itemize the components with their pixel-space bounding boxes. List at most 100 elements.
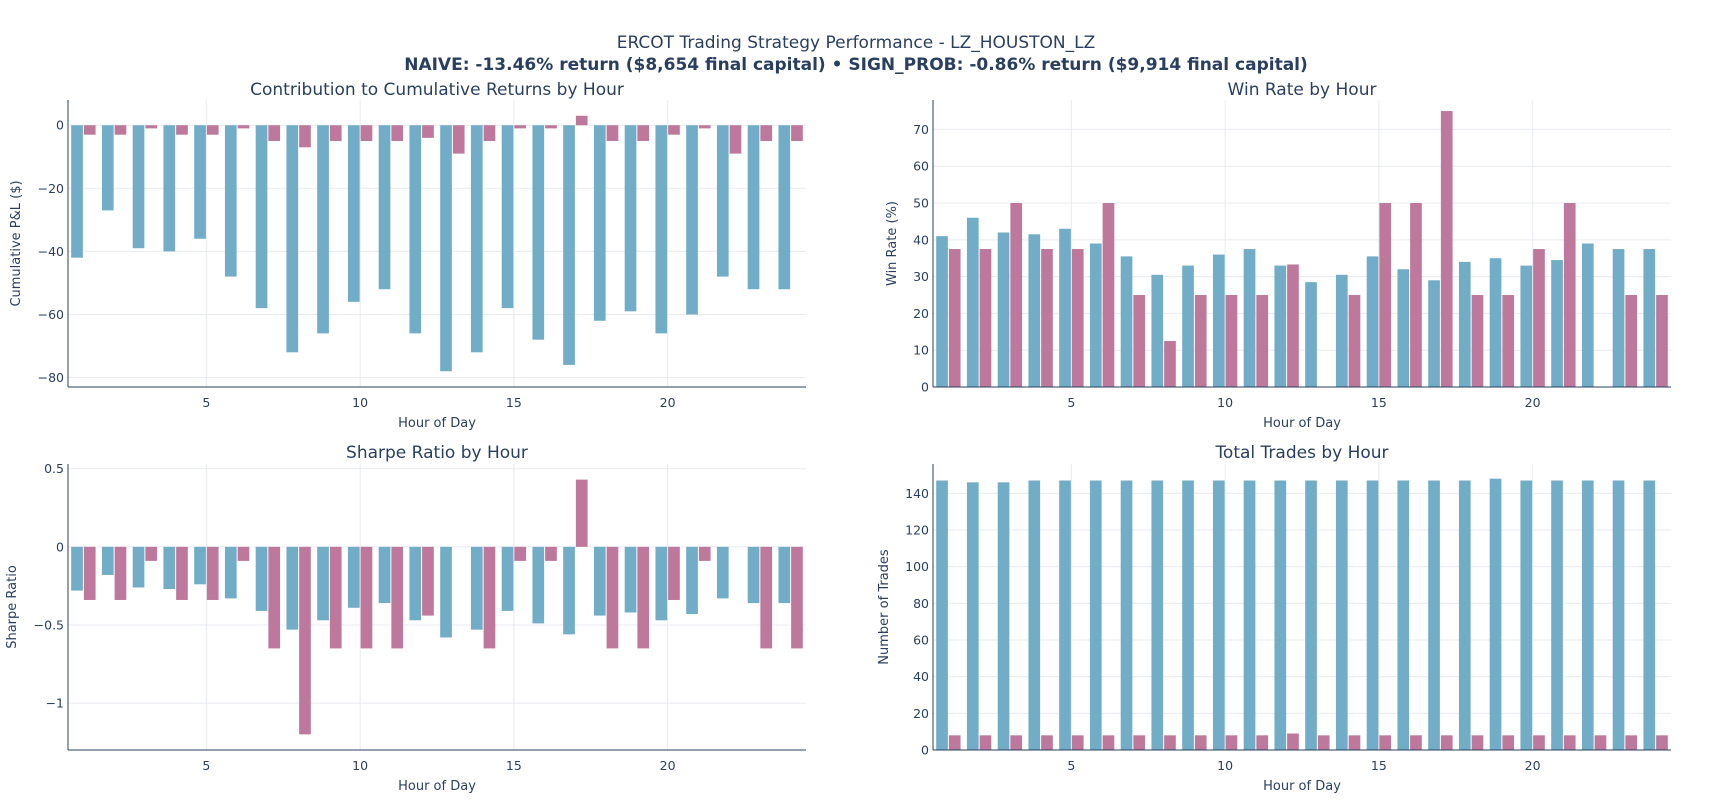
x-tick-label: 15 <box>506 758 522 773</box>
bar-naive-hour-15 <box>501 546 514 611</box>
y-tick-label: −20 <box>38 181 64 196</box>
x-axis-label: Hour of Day <box>1263 779 1341 794</box>
bar-naive-hour-3 <box>132 546 145 588</box>
bar-naive-hour-10 <box>347 125 360 302</box>
bar-naive-hour-4 <box>163 546 176 590</box>
bar-sign_prob-hour-12 <box>1287 264 1299 387</box>
bar-naive-hour-21 <box>1551 480 1563 750</box>
bar-sign_prob-hour-2 <box>979 249 992 387</box>
bar-naive-hour-6 <box>224 546 237 599</box>
bar-sign_prob-hour-6 <box>237 125 250 129</box>
bar-sign_prob-hour-3 <box>145 125 158 129</box>
bar-naive-hour-7 <box>255 546 268 611</box>
bar-sign_prob-hour-15 <box>514 125 527 129</box>
bar-sign_prob-hour-23 <box>760 125 773 141</box>
subplot-title: Contribution to Cumulative Returns by Ho… <box>250 80 624 100</box>
bar-sign_prob-hour-7 <box>268 546 281 649</box>
bar-naive-hour-23 <box>1612 480 1625 750</box>
bar-naive-hour-7 <box>1120 480 1133 750</box>
bar-sign_prob-hour-6 <box>1102 203 1115 387</box>
bar-naive-hour-17 <box>563 125 575 365</box>
bar-sign_prob-hour-8 <box>299 125 311 148</box>
bar-sign_prob-hour-19 <box>1502 735 1515 750</box>
bar-sign_prob-hour-9 <box>329 125 342 141</box>
bar-sign_prob-hour-16 <box>1410 735 1422 750</box>
bar-naive-hour-8 <box>286 546 299 630</box>
y-tick-label: 20 <box>913 306 929 321</box>
bar-naive-hour-14 <box>470 125 483 353</box>
bar-sign_prob-hour-21 <box>698 546 711 561</box>
bar-sign_prob-hour-22 <box>1594 735 1607 750</box>
bar-naive-hour-22 <box>716 546 729 599</box>
bar-naive-hour-22 <box>1581 243 1594 387</box>
bar-naive-hour-5 <box>1059 480 1071 750</box>
bar-sign_prob-hour-16 <box>545 546 557 561</box>
figure-title-block: ERCOT Trading Strategy Performance - LZ_… <box>0 32 1712 76</box>
subplot-pnl: 5 10 15 20 0 −20 −40 −60 −80 Contribution to Cumu… <box>9 80 806 431</box>
bar-naive-hour-18 <box>1458 480 1471 750</box>
x-tick-label: 5 <box>1067 758 1075 773</box>
bar-naive-hour-13 <box>440 125 452 372</box>
bar-sign_prob-hour-4 <box>176 546 188 600</box>
bar-naive-hour-14 <box>1335 274 1348 387</box>
x-axis-label: Hour of Day <box>1263 416 1341 431</box>
bar-naive-hour-15 <box>1366 480 1379 750</box>
bar-naive-hour-18 <box>593 546 606 616</box>
bar-naive-hour-11 <box>378 546 391 604</box>
bar-sign_prob-hour-24 <box>791 546 803 649</box>
bar-naive-hour-23 <box>747 546 760 604</box>
bar-naive-hour-21 <box>686 125 698 315</box>
bar-naive-hour-21 <box>1551 260 1563 387</box>
bar-sign_prob-hour-4 <box>1041 735 1053 750</box>
bar-sign_prob-hour-1 <box>83 125 96 135</box>
y-axis-label: Sharpe Ratio <box>5 565 20 649</box>
bar-sign_prob-hour-2 <box>114 125 127 135</box>
x-tick-label: 10 <box>352 758 368 773</box>
bar-naive-hour-16 <box>532 125 545 340</box>
bar-naive-hour-1 <box>936 236 948 387</box>
bar-naive-hour-11 <box>1243 480 1256 750</box>
y-tick-label: 120 <box>905 523 929 538</box>
y-tick-label: 30 <box>913 269 929 284</box>
bar-naive-hour-2 <box>966 217 979 387</box>
y-tick-label: 0 <box>56 539 64 554</box>
bar-sign_prob-hour-10 <box>360 125 373 141</box>
bar-naive-hour-6 <box>224 125 237 277</box>
y-tick-label: 80 <box>913 596 929 611</box>
bar-sign_prob-hour-5 <box>206 546 219 600</box>
bar-sign_prob-hour-16 <box>1410 203 1422 387</box>
x-tick-label: 15 <box>506 395 522 410</box>
bar-sign_prob-hour-11 <box>1256 735 1269 750</box>
bar-sign_prob-hour-10 <box>1225 735 1238 750</box>
bar-naive-hour-7 <box>255 125 268 309</box>
bar-sign_prob-hour-14 <box>483 546 496 649</box>
bar-naive-hour-12 <box>1274 480 1287 750</box>
bar-naive-hour-18 <box>593 125 606 321</box>
bar-naive-hour-1 <box>936 480 948 750</box>
bar-sign_prob-hour-11 <box>1256 295 1269 387</box>
bar-naive-hour-2 <box>101 125 114 211</box>
bar-sign_prob-hour-19 <box>1502 295 1515 387</box>
x-tick-label: 20 <box>660 395 676 410</box>
x-tick-label: 15 <box>1371 758 1387 773</box>
y-tick-label: 60 <box>913 159 929 174</box>
bar-sign_prob-hour-19 <box>637 546 650 649</box>
bar-sign_prob-hour-21 <box>1563 735 1576 750</box>
bar-sign_prob-hour-14 <box>1348 295 1361 387</box>
bar-sign_prob-hour-7 <box>1133 295 1146 387</box>
bar-sign_prob-hour-18 <box>606 125 619 141</box>
y-tick-label: 70 <box>913 122 929 137</box>
x-tick-label: 10 <box>1217 395 1233 410</box>
bar-naive-hour-24 <box>1643 480 1656 750</box>
bar-naive-hour-7 <box>1120 256 1133 387</box>
bar-sign_prob-hour-18 <box>606 546 619 649</box>
bar-naive-hour-2 <box>101 546 114 575</box>
bar-sign_prob-hour-13 <box>452 125 465 154</box>
bar-sign_prob-hour-9 <box>1194 295 1207 387</box>
bar-sign_prob-hour-8 <box>299 546 311 735</box>
x-tick-label: 10 <box>352 395 368 410</box>
bar-sign_prob-hour-12 <box>422 125 434 138</box>
bar-sign_prob-hour-20 <box>668 125 680 135</box>
bar-sign_prob-hour-3 <box>1010 203 1023 387</box>
bar-naive-hour-4 <box>163 125 176 252</box>
